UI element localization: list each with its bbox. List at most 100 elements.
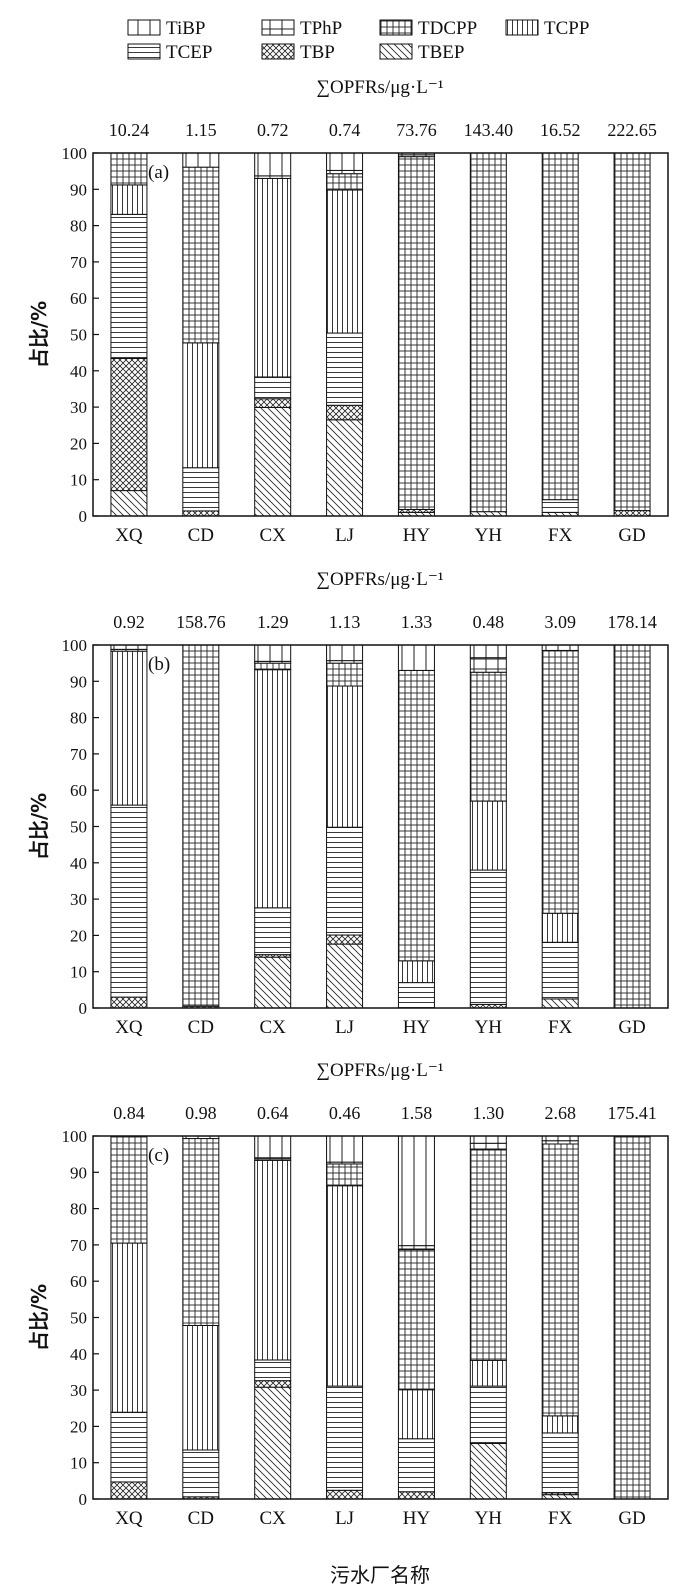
y-tick-label: 80 — [70, 217, 87, 236]
bar-hy — [397, 152, 435, 517]
segment-tibp — [326, 152, 364, 171]
segment-tcep — [182, 1449, 220, 1498]
segment-tibp — [469, 644, 507, 659]
segment-tcep — [110, 804, 148, 998]
segment-tbep — [254, 956, 292, 1009]
legend-label: TPhP — [300, 18, 342, 39]
segment-tdcpp — [182, 644, 220, 1007]
bar-cx — [254, 644, 292, 1009]
total-label: 1.13 — [329, 612, 361, 632]
segment-tbp — [326, 404, 364, 421]
legend-item-tbep: TBEP — [379, 42, 464, 63]
segment-tcpp — [110, 1242, 148, 1413]
x-tick-label: XQ — [115, 525, 143, 546]
y-tick-label: 0 — [79, 999, 88, 1018]
total-label: 222.65 — [607, 120, 657, 140]
total-label: 3.09 — [544, 612, 576, 632]
segment-tphp — [469, 657, 507, 673]
segment-tbep — [254, 406, 292, 517]
legend-item-tibp: TiBP — [127, 18, 205, 39]
bar-hy — [397, 1135, 435, 1500]
segment-tcep — [541, 1432, 579, 1494]
y-tick-label: 60 — [70, 781, 87, 800]
total-label: 175.41 — [607, 1103, 657, 1123]
segment-tcpp — [110, 650, 148, 806]
x-tick-label: CD — [188, 1508, 214, 1529]
total-label: 1.58 — [401, 1103, 433, 1123]
y-axis-title: 占比/% — [27, 793, 51, 860]
segment-tcpp — [182, 1324, 220, 1451]
y-tick-label: 60 — [70, 1272, 87, 1291]
y-tick-label: 100 — [62, 1127, 88, 1146]
y-tick-label: 80 — [70, 1200, 87, 1219]
total-label: 1.33 — [401, 612, 433, 632]
total-label: 2.68 — [544, 1103, 576, 1123]
x-tick-label: GD — [618, 525, 645, 546]
segment-tcep — [541, 941, 579, 1000]
total-label: 0.64 — [257, 1103, 289, 1123]
segment-tdcpp — [254, 662, 292, 671]
total-label: 73.76 — [396, 120, 437, 140]
y-tick-label: 100 — [62, 636, 88, 655]
segment-tcpp — [469, 1359, 507, 1387]
bar-lj — [326, 1135, 364, 1500]
segment-tbp — [110, 1481, 148, 1500]
y-tick-label: 30 — [70, 1381, 87, 1400]
x-tick-label: GD — [618, 1017, 645, 1038]
segment-tdcpp — [326, 1163, 364, 1187]
segment-tibp — [182, 152, 220, 168]
x-tick-label: CD — [188, 525, 214, 546]
x-tick-label: FX — [548, 1017, 573, 1038]
segment-tbp — [326, 1489, 364, 1500]
segment-tdcpp — [326, 662, 364, 687]
segment-tbp — [397, 1491, 435, 1500]
segment-tcpp — [326, 189, 364, 334]
bar-yh — [469, 644, 507, 1009]
segment-tcep — [326, 826, 364, 936]
x-tick-label: XQ — [115, 1017, 143, 1038]
bar-fx — [541, 1135, 579, 1500]
bar-hy — [397, 644, 435, 1009]
segment-tdcpp — [469, 152, 507, 513]
segment-tcep — [469, 1385, 507, 1444]
y-tick-label: 30 — [70, 398, 87, 417]
segment-tdcpp — [613, 644, 651, 1009]
y-tick-label: 80 — [70, 709, 87, 728]
total-label: 1.29 — [257, 612, 289, 632]
segment-tdcpp — [397, 1249, 435, 1391]
segment-tcep — [541, 499, 579, 513]
x-tick-label: HY — [403, 1508, 431, 1529]
segment-tcpp — [397, 960, 435, 984]
segment-tbp — [613, 510, 651, 517]
y-tick-label: 90 — [70, 672, 87, 691]
total-label: 16.52 — [540, 120, 581, 140]
total-label: 1.15 — [185, 120, 217, 140]
segment-tbep — [469, 1442, 507, 1500]
bar-lj — [326, 644, 364, 1009]
segment-tibp — [254, 1135, 292, 1159]
segment-tbep — [110, 490, 148, 517]
legend-item-tcep: TCEP — [127, 42, 212, 63]
legend-item-tphp: TPhP — [261, 18, 342, 39]
total-label: 0.48 — [473, 612, 505, 632]
bar-fx — [541, 152, 579, 517]
segment-tibp — [469, 1135, 507, 1144]
x-tick-label: HY — [403, 1017, 431, 1038]
y-tick-label: 90 — [70, 1163, 87, 1182]
segment-tibp — [254, 644, 292, 662]
bar-yh — [469, 1135, 507, 1500]
legend-item-tdcpp: TDCPP — [379, 18, 477, 39]
segment-tcep — [110, 213, 148, 359]
segment-tcpp — [397, 1389, 435, 1440]
x-tick-label: CX — [259, 525, 286, 546]
segment-tcep — [326, 332, 364, 406]
segment-tcpp — [326, 685, 364, 828]
panel-label: (c) — [148, 1145, 169, 1166]
plot-frame — [92, 152, 669, 517]
y-tick-label: 40 — [70, 1345, 87, 1364]
segment-tibp — [326, 644, 364, 662]
bar-fx — [541, 644, 579, 1009]
segment-tbp — [110, 996, 148, 1009]
segment-tphp — [397, 1245, 435, 1251]
